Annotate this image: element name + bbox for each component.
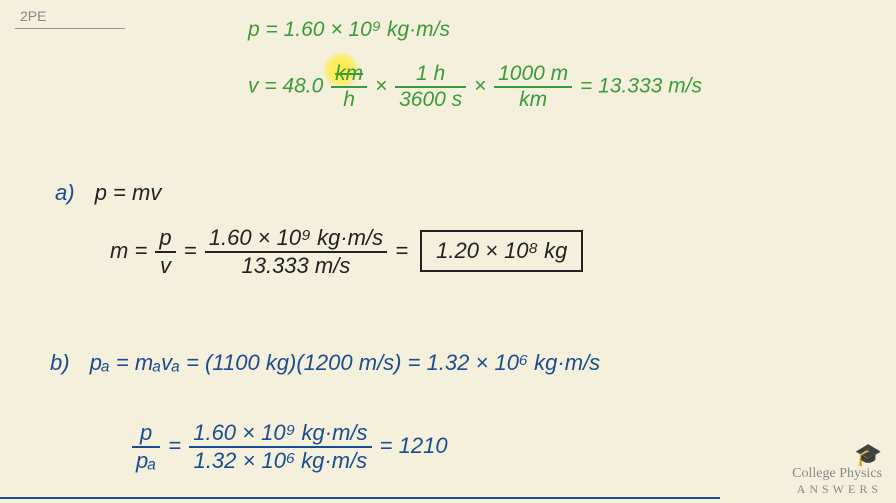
part-b-ratio: p pₐ = 1.60 × 10⁹ kg·m/s 1.32 × 10⁶ kg·m…: [130, 420, 448, 474]
divider-line: [15, 28, 125, 29]
equals1: =: [184, 238, 203, 263]
equals3: =: [168, 433, 187, 458]
ratio-numeric-frac: 1.60 × 10⁹ kg·m/s 1.32 × 10⁶ kg·m/s: [189, 420, 371, 474]
mass-numeric-frac: 1.60 × 10⁹ kg·m/s 13.333 m/s: [205, 225, 387, 279]
velocity-start: v = 48.0: [248, 75, 329, 98]
times1: ×: [375, 75, 393, 98]
part-b-formula: pₐ = mₐvₐ = (1100 kg)(1200 m/s) = 1.32 ×…: [90, 350, 601, 375]
mass-label: m =: [110, 238, 153, 263]
mass-symbolic-frac: p v: [155, 225, 175, 279]
ratio-sym-num: p: [132, 420, 160, 448]
ratio-den: 1.32 × 10⁶ kg·m/s: [189, 448, 371, 474]
conv1-den: 3600 s: [395, 88, 466, 112]
velocity-result: = 13.333 m/s: [580, 75, 702, 98]
conv2-frac: 1000 m km: [494, 62, 572, 112]
part-a-formula: p = mv: [95, 180, 162, 205]
mass-frac-v: v: [155, 253, 175, 279]
highlight-region: km h: [329, 62, 369, 112]
logo-text2: ANSWERS: [792, 482, 882, 497]
conv2-den: km: [494, 88, 572, 112]
ratio-result: = 1210: [380, 433, 448, 458]
logo: 🎓 College Physics ANSWERS: [792, 442, 882, 497]
conv2-num: 1000 m: [494, 62, 572, 88]
graduation-cap-icon: 🎓: [792, 442, 882, 468]
velocity-km: km: [331, 62, 367, 88]
conv1-num: 1 h: [395, 62, 466, 88]
logo-text1: College Physics: [792, 466, 882, 482]
problem-label: 2PE: [20, 8, 46, 24]
mass-frac-p: p: [155, 225, 175, 253]
answer-box: 1.20 × 10⁸ kg: [420, 230, 583, 272]
given-velocity: v = 48.0 km h × 1 h 3600 s × 1000 m km =…: [248, 62, 702, 112]
equals2: =: [395, 238, 414, 263]
ratio-sym-den: pₐ: [132, 448, 160, 474]
mass-calc-num: 1.60 × 10⁹ kg·m/s: [205, 225, 387, 253]
given-momentum: p = 1.60 × 10⁹ kg·m/s: [248, 18, 450, 42]
part-a-label: a) p = mv: [55, 180, 161, 206]
bottom-underline: [0, 497, 720, 499]
times2: ×: [474, 75, 492, 98]
part-a-mass-calc: m = p v = 1.60 × 10⁹ kg·m/s 13.333 m/s =…: [110, 225, 583, 279]
ratio-num: 1.60 × 10⁹ kg·m/s: [189, 420, 371, 448]
mass-calc-den: 13.333 m/s: [205, 253, 387, 279]
velocity-unit-frac: km h: [331, 62, 367, 112]
ratio-symbolic-frac: p pₐ: [132, 420, 160, 474]
conv1-frac: 1 h 3600 s: [395, 62, 466, 112]
part-b: b) pₐ = mₐvₐ = (1100 kg)(1200 m/s) = 1.3…: [50, 350, 600, 376]
part-a-letter: a): [55, 180, 75, 205]
velocity-h: h: [331, 88, 367, 112]
part-b-letter: b): [50, 350, 70, 375]
